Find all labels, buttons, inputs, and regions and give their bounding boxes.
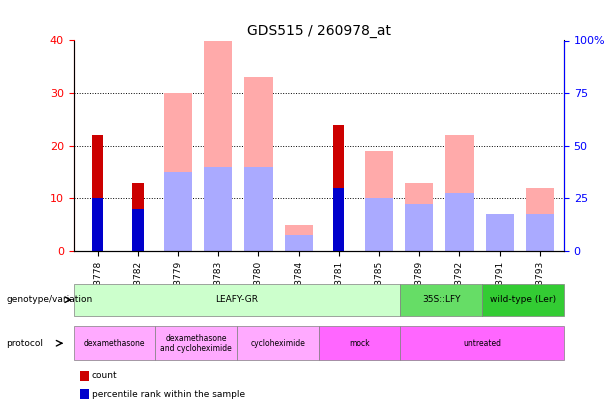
Bar [284, 235, 313, 251]
Bar [164, 172, 192, 251]
Bar [446, 193, 473, 251]
Text: mock: mock [349, 339, 370, 348]
Text: 35S::LFY: 35S::LFY [422, 295, 460, 304]
Bar [204, 167, 232, 251]
Bar [526, 214, 554, 251]
Bar [333, 125, 345, 251]
Text: cycloheximide: cycloheximide [251, 339, 305, 348]
Bar [132, 183, 143, 251]
Bar [132, 209, 143, 251]
Title: GDS515 / 260978_at: GDS515 / 260978_at [247, 24, 390, 38]
Text: genotype/variation: genotype/variation [6, 295, 93, 304]
Text: LEAFY-GR: LEAFY-GR [216, 295, 259, 304]
Bar [284, 225, 313, 251]
Bar [526, 188, 554, 251]
Bar [405, 183, 433, 251]
Bar [405, 204, 433, 251]
Text: untreated: untreated [463, 339, 501, 348]
Bar [365, 151, 393, 251]
Text: dexamethasone: dexamethasone [84, 339, 145, 348]
Bar [485, 225, 514, 251]
Bar [365, 198, 393, 251]
Bar [164, 93, 192, 251]
Bar [92, 135, 104, 251]
Bar [333, 188, 345, 251]
Text: wild-type (Ler): wild-type (Ler) [490, 295, 556, 304]
Text: percentile rank within the sample: percentile rank within the sample [92, 390, 245, 399]
Text: dexamethasone
and cycloheximide: dexamethasone and cycloheximide [160, 334, 232, 353]
Text: protocol: protocol [6, 339, 43, 348]
Bar [245, 167, 273, 251]
Bar [485, 214, 514, 251]
Bar [204, 40, 232, 251]
Text: count: count [92, 371, 118, 380]
Bar [446, 135, 473, 251]
Bar [92, 198, 104, 251]
Bar [245, 77, 273, 251]
